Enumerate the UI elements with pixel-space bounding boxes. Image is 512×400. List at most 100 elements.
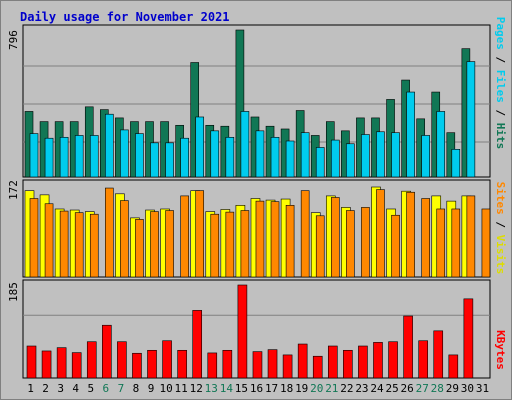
day-label: 28 xyxy=(431,382,444,395)
files-bar xyxy=(150,142,159,178)
files-bar xyxy=(165,142,174,178)
kbytes-bar xyxy=(343,349,353,379)
files-bar xyxy=(391,132,400,178)
sites-bar xyxy=(421,198,430,278)
sites-bar xyxy=(346,210,355,278)
y-max-label-bottom: 185 xyxy=(7,282,20,302)
y-max-label-middle: 172 xyxy=(7,180,20,200)
sites-bar xyxy=(105,187,114,278)
kbytes-bar xyxy=(433,330,444,379)
sites-bar xyxy=(44,203,54,278)
kbytes-bar xyxy=(267,349,278,379)
files-bar xyxy=(29,133,39,178)
day-label: 30 xyxy=(461,382,474,395)
day-label: 25 xyxy=(385,382,398,395)
kbytes-bar xyxy=(71,352,82,379)
kbytes-bar xyxy=(132,352,142,379)
sites-bar xyxy=(29,198,39,278)
kbytes-bar xyxy=(177,349,187,379)
sites-bar xyxy=(285,205,295,278)
sites-bar xyxy=(225,211,235,278)
legend-entry: / xyxy=(494,50,507,70)
files-bar xyxy=(315,147,325,178)
day-label: 24 xyxy=(370,382,384,395)
files-bar xyxy=(346,143,355,178)
legend-entry: KBytes xyxy=(494,330,507,370)
sites-bar xyxy=(406,191,415,278)
day-label: 26 xyxy=(401,382,414,395)
day-label: 1 xyxy=(27,382,34,395)
kbytes-bar xyxy=(448,354,459,379)
files-bar xyxy=(135,133,144,178)
sites-bar xyxy=(315,215,325,278)
sites-bar xyxy=(210,213,220,278)
day-label: 7 xyxy=(118,382,125,395)
kbytes-bar xyxy=(297,343,308,379)
kbytes-bar xyxy=(86,341,97,379)
day-label: 4 xyxy=(72,382,79,395)
legend-entry: / xyxy=(494,215,507,235)
day-label: 3 xyxy=(57,382,64,395)
files-bar xyxy=(59,136,69,178)
sites-bar xyxy=(59,210,69,278)
files-bar xyxy=(421,135,430,178)
legend-entry: Files xyxy=(494,70,507,103)
files-bar xyxy=(376,131,385,178)
legend-entry: Visits xyxy=(494,235,507,275)
files-bar xyxy=(240,111,250,178)
sites-bar xyxy=(89,213,99,278)
kbytes-bar xyxy=(207,352,218,379)
sites-bar xyxy=(466,195,476,278)
hits-bar xyxy=(235,29,245,178)
day-label: 12 xyxy=(190,382,203,395)
day-label: 17 xyxy=(265,382,278,395)
kbytes-bar xyxy=(192,310,203,379)
kbytes-bar xyxy=(327,345,338,379)
day-label: 11 xyxy=(175,382,188,395)
files-bar xyxy=(225,136,235,178)
files-bar xyxy=(270,136,280,178)
files-bar xyxy=(361,134,370,178)
day-label: 21 xyxy=(325,382,338,395)
sites-bar xyxy=(74,212,84,278)
sites-bar xyxy=(300,190,310,278)
kbytes-bar xyxy=(373,342,383,379)
sites-bar xyxy=(180,195,189,278)
kbytes-bar xyxy=(41,350,52,379)
day-label: 27 xyxy=(416,382,429,395)
day-label: 20 xyxy=(310,382,323,395)
day-label: 9 xyxy=(148,382,155,395)
files-bar xyxy=(255,130,265,178)
kbytes-bar xyxy=(403,315,413,379)
sites-bar xyxy=(255,200,265,278)
kbytes-bar xyxy=(26,345,37,379)
kbytes-bar xyxy=(252,351,263,379)
kbytes-bar xyxy=(388,341,398,379)
files-bar xyxy=(285,140,295,178)
sites-bar xyxy=(481,208,491,278)
chart-title: Daily usage for November 2021 xyxy=(20,10,230,24)
sites-bar xyxy=(165,210,174,278)
sites-bar xyxy=(150,211,159,278)
legend-entry: Sites xyxy=(494,182,507,215)
day-label: 8 xyxy=(133,382,140,395)
kbytes-bar xyxy=(237,284,248,379)
day-label: 15 xyxy=(235,382,248,395)
day-label: 23 xyxy=(355,382,368,395)
sites-bar xyxy=(240,210,250,278)
sites-bar xyxy=(120,200,129,278)
day-label: 19 xyxy=(295,382,308,395)
files-bar xyxy=(300,132,310,178)
files-bar xyxy=(466,61,476,178)
legend-middle: Sites / Visits xyxy=(494,182,507,275)
sites-bar xyxy=(436,208,446,278)
legend-bottom: KBytes xyxy=(494,330,507,370)
day-label: 31 xyxy=(476,382,489,395)
day-label: 18 xyxy=(280,382,293,395)
files-bar xyxy=(180,137,189,178)
day-label: 16 xyxy=(250,382,263,395)
legend-top: Pages / Files / Hits xyxy=(494,17,507,150)
sites-bar xyxy=(135,219,144,278)
sites-bar xyxy=(391,214,400,278)
